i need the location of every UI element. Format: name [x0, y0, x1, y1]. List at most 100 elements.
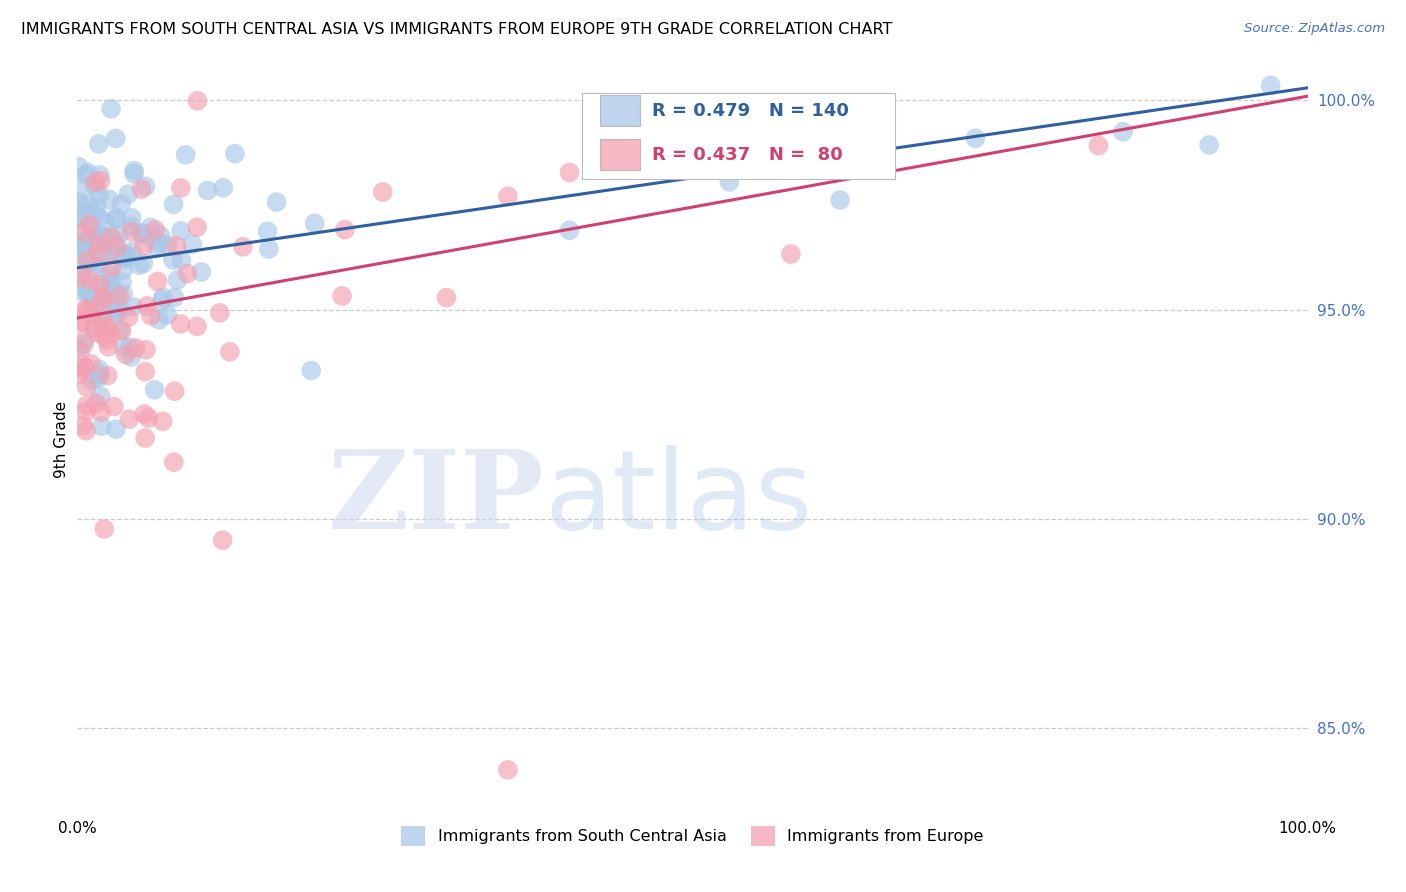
Point: [93, 323, 115, 337]
Point: [69, 195, 91, 210]
Point: [118, 412, 141, 426]
Point: [139, 309, 162, 323]
Point: [780, 247, 803, 261]
Point: [103, 244, 125, 258]
Point: [70, 270, 93, 285]
Point: [112, 252, 135, 266]
Point: [97, 368, 120, 383]
Point: [73, 333, 96, 347]
Point: [114, 347, 136, 361]
Point: [110, 323, 132, 337]
Point: [170, 253, 193, 268]
Point: [86, 291, 108, 305]
Point: [166, 273, 188, 287]
Point: [101, 230, 124, 244]
Point: [73, 240, 96, 254]
Point: [965, 131, 987, 145]
Point: [73, 226, 96, 240]
Text: IMMIGRANTS FROM SOUTH CENTRAL ASIA VS IMMIGRANTS FROM EUROPE 9TH GRADE CORRELATI: IMMIGRANTS FROM SOUTH CENTRAL ASIA VS IM…: [21, 22, 893, 37]
Point: [163, 291, 186, 305]
Point: [558, 165, 581, 179]
Point: [82, 255, 104, 269]
Point: [121, 244, 143, 258]
Point: [72, 236, 94, 251]
Point: [143, 223, 166, 237]
Point: [75, 360, 97, 375]
Point: [138, 411, 160, 425]
Point: [67, 341, 90, 355]
Point: [72, 247, 94, 261]
Point: [132, 239, 155, 253]
Point: [104, 422, 127, 436]
Point: [90, 249, 112, 263]
Point: [91, 229, 114, 244]
Point: [104, 234, 127, 248]
Point: [67, 197, 90, 211]
Point: [333, 222, 356, 236]
Point: [232, 240, 254, 254]
Point: [86, 200, 108, 214]
Point: [75, 424, 97, 438]
Point: [77, 301, 100, 316]
Point: [67, 160, 90, 174]
Point: [73, 336, 96, 351]
Point: [87, 136, 110, 151]
Point: [79, 306, 101, 320]
Point: [152, 414, 174, 428]
Point: [89, 277, 111, 292]
Point: [150, 293, 173, 308]
Point: [72, 180, 94, 194]
Point: [75, 360, 97, 375]
Point: [97, 320, 120, 334]
Point: [108, 289, 131, 303]
Point: [72, 265, 94, 279]
Point: [718, 175, 741, 189]
Point: [125, 341, 148, 355]
Point: [87, 245, 110, 260]
Point: [132, 256, 155, 270]
Point: [105, 287, 128, 301]
Point: [75, 379, 97, 393]
Point: [156, 308, 179, 322]
Point: [69, 344, 91, 359]
Point: [93, 329, 115, 343]
Point: [122, 300, 145, 314]
Point: [67, 284, 90, 298]
Point: [299, 363, 322, 377]
Point: [121, 225, 143, 239]
Point: [83, 206, 105, 220]
Point: [108, 247, 131, 261]
Point: [80, 280, 103, 294]
Point: [371, 185, 394, 199]
Point: [80, 251, 103, 265]
Point: [1260, 78, 1282, 93]
Point: [131, 182, 153, 196]
Point: [558, 223, 581, 237]
Point: [134, 365, 156, 379]
Point: [91, 311, 114, 326]
Point: [83, 320, 105, 334]
Point: [163, 384, 186, 399]
Point: [77, 218, 100, 232]
Text: ZIP: ZIP: [328, 445, 546, 552]
Point: [100, 326, 122, 341]
Point: [257, 242, 280, 256]
Point: [146, 241, 169, 255]
Point: [118, 340, 141, 354]
Point: [94, 233, 117, 247]
Point: [77, 253, 100, 268]
Point: [162, 252, 184, 267]
Y-axis label: 9th Grade: 9th Grade: [53, 401, 69, 478]
Legend: Immigrants from South Central Asia, Immigrants from Europe: Immigrants from South Central Asia, Immi…: [395, 820, 990, 852]
Point: [91, 290, 114, 304]
Point: [129, 226, 152, 240]
Point: [122, 163, 145, 178]
Point: [174, 148, 197, 162]
Point: [496, 763, 519, 777]
Point: [93, 249, 115, 263]
Point: [76, 165, 98, 179]
Text: R = 0.437   N =  80: R = 0.437 N = 80: [652, 145, 842, 164]
Point: [105, 240, 128, 254]
Point: [84, 180, 107, 194]
Point: [91, 312, 114, 326]
